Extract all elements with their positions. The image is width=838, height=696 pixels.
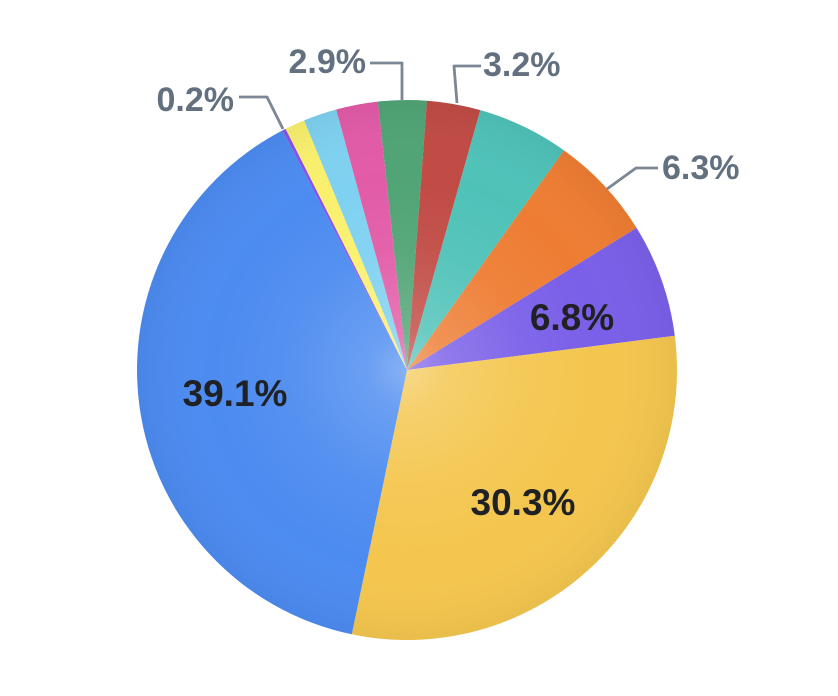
slice-label-blue: 39.1% [183, 373, 288, 414]
slice-label-violet-sliver: 0.2% [157, 81, 235, 119]
leader-line-red [452, 64, 481, 104]
slice-label-red: 3.2% [483, 46, 561, 84]
leader-line-green [370, 61, 404, 100]
slice-label-gold: 30.3% [471, 482, 576, 523]
slice-label-orange: 6.3% [662, 149, 740, 187]
leader-line-violet-sliver [239, 95, 285, 130]
slice-label-green: 2.9% [289, 43, 367, 81]
slice-label-purple: 6.8% [530, 297, 614, 338]
leader-line-orange [606, 166, 658, 191]
